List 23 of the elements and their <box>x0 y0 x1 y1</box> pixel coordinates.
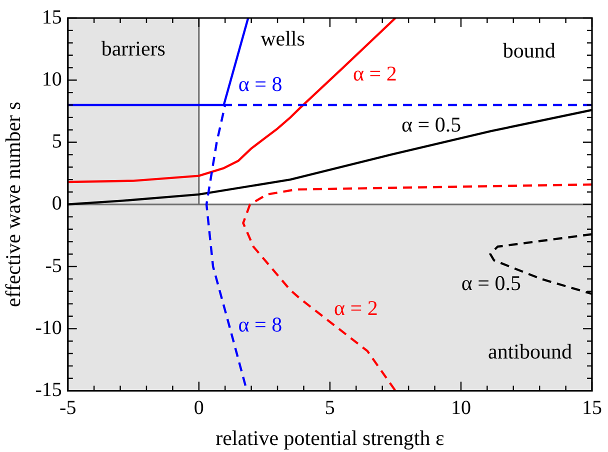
y-tick-label: 15 <box>42 6 62 28</box>
y-tick-label: -10 <box>35 316 62 339</box>
series-label: α = 0.5 <box>401 112 462 136</box>
y-tick-label: 0 <box>52 192 62 215</box>
x-tick-label: 15 <box>582 397 602 420</box>
x-tick-label: 5 <box>324 397 335 420</box>
band-label: antibound <box>488 339 572 364</box>
annotation: bound <box>502 38 556 63</box>
series-label: α = 2 <box>334 296 378 320</box>
y-tick-label: 5 <box>52 130 62 153</box>
series-label: α = 8 <box>238 72 282 96</box>
y-tick-label: -15 <box>35 379 62 402</box>
x-axis-title: relative potential strength ε <box>216 426 444 450</box>
y-axis-title: effective wave number s <box>1 102 26 308</box>
series-label: α = 2 <box>353 61 397 86</box>
annotation: wells <box>260 26 305 51</box>
series-label: α = 8 <box>238 312 282 336</box>
y-tick-label: 10 <box>42 68 62 90</box>
band-label: barriers <box>101 36 166 61</box>
series-label: α = 0.5 <box>461 270 522 295</box>
x-tick-label: 0 <box>194 397 204 420</box>
y-tick-label: -5 <box>45 254 62 277</box>
x-tick-label: 10 <box>450 397 471 420</box>
